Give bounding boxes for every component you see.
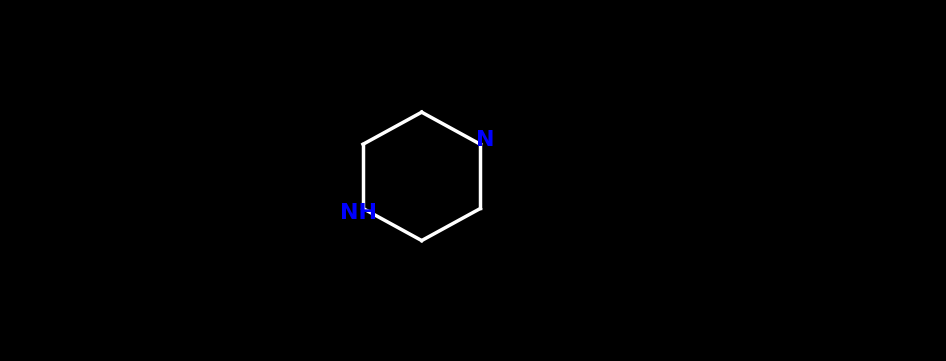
Text: N: N xyxy=(476,130,495,150)
Text: NH: NH xyxy=(340,203,377,223)
